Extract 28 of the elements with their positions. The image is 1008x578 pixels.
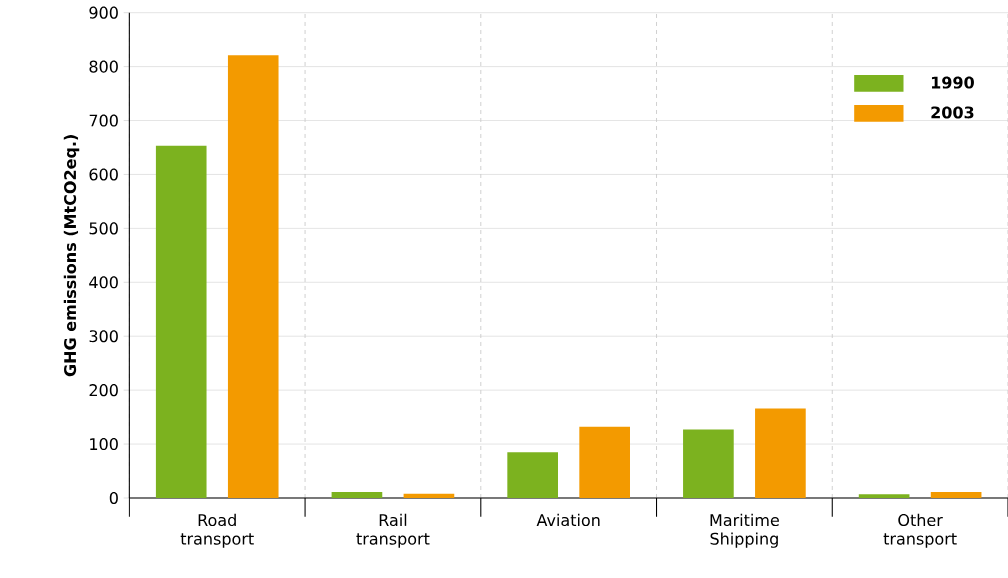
- bar: [683, 429, 734, 498]
- bar: [403, 493, 455, 498]
- bar: [227, 55, 279, 498]
- bar: [579, 426, 630, 498]
- legend-label: 2003: [931, 106, 974, 119]
- y-tick-label: 0: [109, 491, 118, 505]
- y-tick-label: 100: [90, 438, 118, 451]
- bar: [755, 408, 806, 498]
- x-tick-label: Maritime Shipping: [710, 513, 779, 548]
- y-tick-label: 200: [89, 384, 118, 397]
- y-tick-label: 300: [89, 330, 118, 343]
- bar: [331, 492, 383, 498]
- x-tick-label: Other transport: [883, 513, 957, 548]
- y-tick-label: 400: [89, 276, 118, 289]
- x-tick-label: Road transport: [180, 513, 254, 548]
- y-tick-label: 600: [89, 168, 118, 181]
- x-tick-label: Aviation: [536, 513, 600, 527]
- bar: [507, 452, 558, 498]
- legend-label: 1990: [931, 76, 974, 89]
- bar: [858, 494, 910, 498]
- bar: [930, 492, 982, 498]
- x-tick-label: Rail transport: [356, 513, 430, 548]
- bar: [155, 145, 207, 498]
- y-tick-label: 700: [89, 114, 118, 127]
- y-axis-title: GHG emissions (MtCO2eq.): [63, 135, 80, 377]
- y-tick-label: 900: [89, 6, 118, 19]
- y-tick-label: 800: [89, 60, 118, 73]
- y-tick-label: 500: [89, 222, 118, 235]
